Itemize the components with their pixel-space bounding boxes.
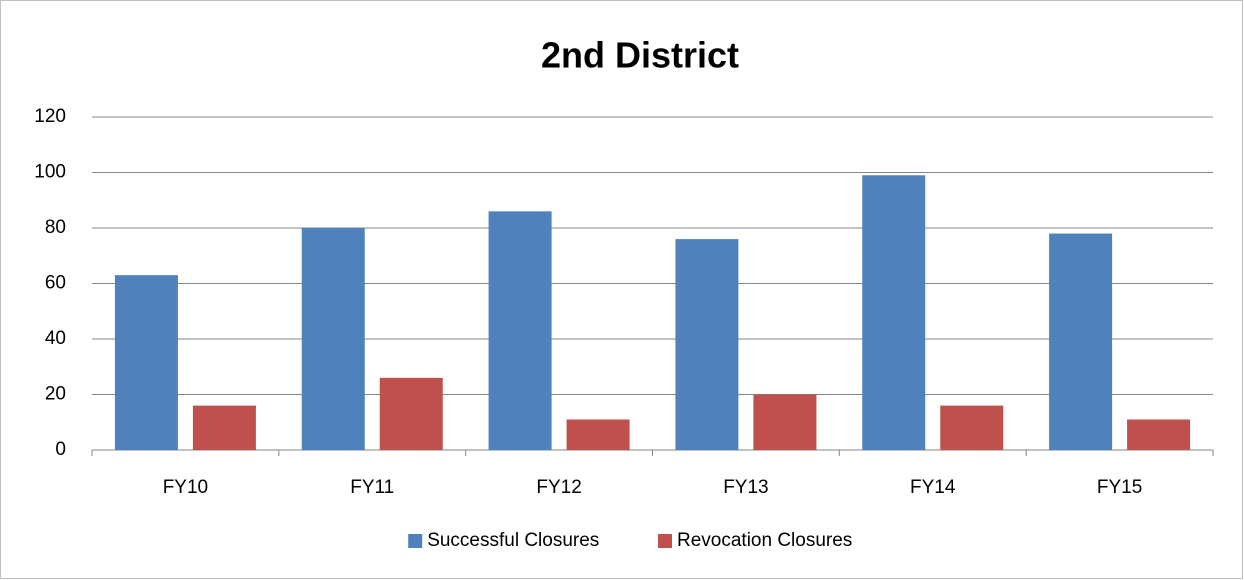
bar [862,175,926,450]
y-tick-label: 40 [45,328,66,349]
bar [379,377,443,450]
legend-swatch [408,534,423,548]
legend-swatch [658,534,672,548]
bar [566,419,630,450]
y-tick-label: 0 [55,439,66,460]
bar [1127,419,1191,450]
bar [488,211,552,450]
chart-title: 2nd District [541,35,739,76]
x-tick-label: FY10 [163,477,208,498]
bar [753,394,817,450]
bar [1049,233,1113,450]
y-tick-label: 120 [34,106,66,127]
y-tick-label: 100 [34,162,66,183]
legend-label: Revocation Closures [677,530,852,551]
legend-label: Successful Closures [427,530,599,551]
y-tick-label: 80 [45,217,66,238]
bar [940,405,1004,450]
x-tick-label: FY14 [910,477,956,498]
bar [114,275,178,450]
x-tick-label: FY12 [536,477,581,498]
bar [192,405,256,450]
bar [675,239,739,450]
x-tick-label: FY15 [1097,477,1142,498]
y-tick-label: 60 [45,273,66,294]
bar [301,228,365,450]
x-tick-label: FY11 [350,477,394,498]
y-tick-label: 20 [45,384,66,405]
x-tick-label: FY13 [723,477,768,498]
